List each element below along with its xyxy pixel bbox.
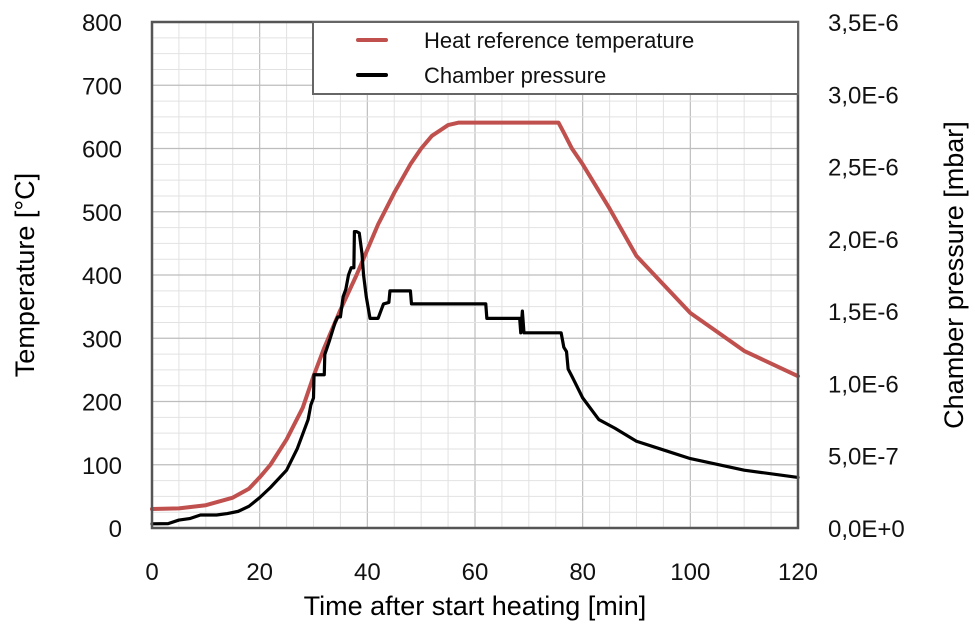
y-tick-label-left: 400: [82, 263, 122, 290]
grid: [152, 22, 798, 528]
y-tick-label-left: 300: [82, 326, 122, 353]
y-tick-label-right: 1,0E-6: [828, 371, 899, 398]
series-layer: [150, 120, 800, 526]
x-tick-label: 60: [462, 559, 489, 586]
series-line-heat-reference: [150, 120, 800, 512]
y-axis-label-right: Chamber pressure [mbar]: [939, 121, 969, 429]
y-tick-label-left: 500: [82, 200, 122, 227]
y-tick-label-right: 2,0E-6: [828, 227, 899, 254]
y-tick-label-right: 3,0E-6: [828, 82, 899, 109]
y-tick-label-left: 600: [82, 137, 122, 164]
y-tick-label-right: 1,5E-6: [828, 299, 899, 326]
x-axis-label: Time after start heating [min]: [304, 591, 647, 621]
y-tick-label-right: 2,5E-6: [828, 155, 899, 182]
x-tick-label: 20: [246, 559, 273, 586]
tick-labels: 0 20 40 60 80 100 120 0 100 200 300 400 500 600 700 800…: [82, 10, 905, 586]
legend-box: [312, 21, 799, 95]
x-tick-label: 100: [670, 559, 710, 586]
y-tick-label-left: 0: [109, 516, 122, 543]
y-tick-label-left: 800: [82, 10, 122, 37]
x-tick-label: 0: [145, 559, 158, 586]
legend-label-heat-reference: Heat reference temperature: [424, 28, 694, 53]
series-line-chamber-pressure: [150, 230, 800, 526]
legend-label-chamber-pressure: Chamber pressure: [424, 63, 606, 88]
y-tick-label-left: 100: [82, 453, 122, 480]
y-tick-label-right: 3,5E-6: [828, 10, 899, 37]
y-tick-label-right: 5,0E-7: [828, 444, 899, 471]
y-tick-label-left: 200: [82, 390, 122, 417]
x-tick-label: 80: [569, 559, 596, 586]
legend: Heat reference temperature Chamber press…: [312, 21, 799, 95]
y-axis-label-left: Temperature [°C]: [10, 173, 40, 377]
x-tick-label: 40: [354, 559, 381, 586]
y-tick-label-left: 700: [82, 73, 122, 100]
y-tick-label-right: 0,0E+0: [828, 516, 905, 543]
x-tick-label: 120: [778, 559, 818, 586]
